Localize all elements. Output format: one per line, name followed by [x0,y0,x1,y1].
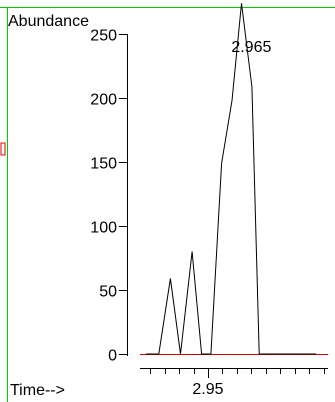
y-axis-ticks: 0 50 100 150 200 250 [90,28,127,365]
y-axis-title: Abundance [8,13,89,30]
y-tick-label: 100 [90,220,117,237]
y-tick-label: 0 [108,348,117,365]
series-line [145,3,317,355]
side-mark-icon [0,142,6,156]
x-tick-label: 2.95 [192,381,223,398]
y-tick-label: 250 [90,28,117,45]
y-tick-label: 50 [99,284,117,301]
y-tick-label: 150 [90,156,117,173]
y-tick-label: 200 [90,92,117,109]
x-axis-ticks: 2.95 [150,368,325,398]
peak-label: 2.965 [231,39,271,56]
x-axis-title: Time--> [10,382,65,399]
